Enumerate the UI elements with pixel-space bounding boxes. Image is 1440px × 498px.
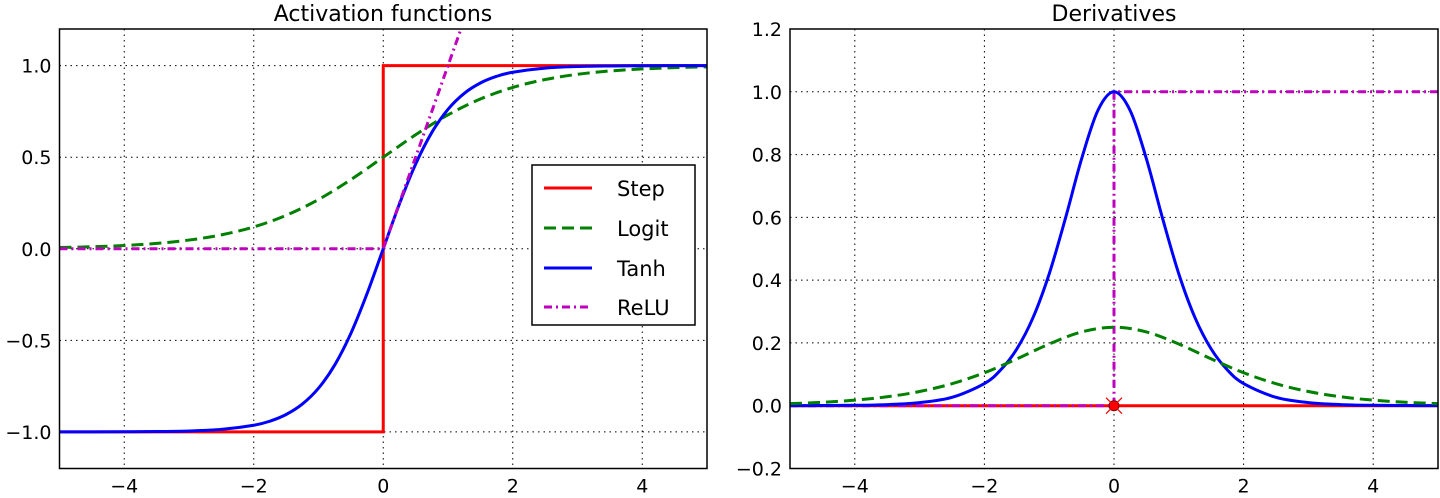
series-group bbox=[790, 90, 1438, 408]
y-tick-label: −0.5 bbox=[5, 330, 51, 352]
x-tick-label: −2 bbox=[240, 476, 268, 495]
x-tick-label: 2 bbox=[1238, 476, 1250, 495]
series-line-tanh bbox=[59, 64, 707, 434]
x-tick-label: −4 bbox=[841, 476, 869, 495]
y-tick-label: 1.0 bbox=[21, 56, 51, 78]
y-tick-label: −0.2 bbox=[736, 459, 782, 481]
axes-frame bbox=[789, 28, 1439, 470]
legend-label-tanh: Tanh bbox=[616, 257, 666, 281]
marker-x bbox=[1105, 397, 1123, 415]
series-line-tanh bbox=[790, 90, 1438, 408]
y-tick-label: 0.4 bbox=[752, 270, 782, 292]
x-tick-label: −4 bbox=[110, 476, 138, 495]
x-tick-label: 4 bbox=[1367, 476, 1379, 495]
derivatives-plot: −4 −2 0 2 4 −0.2 0.0 0.2 0.4 0.6 0.8 1.0 1.2 bbox=[736, 19, 1439, 498]
series-line-logit bbox=[59, 65, 707, 250]
series-group bbox=[59, 29, 707, 434]
x-tick-label: 0 bbox=[377, 476, 389, 495]
y-tick-label: −1.0 bbox=[5, 422, 51, 444]
x-tick-label: 0 bbox=[1108, 476, 1120, 495]
chart-title-derivatives: Derivatives bbox=[1052, 2, 1177, 27]
y-tick-label: 0.5 bbox=[21, 147, 51, 169]
y-tick-label: 0.8 bbox=[752, 145, 782, 167]
x-tick-label: −2 bbox=[970, 476, 998, 495]
series-line-relu bbox=[790, 90, 1438, 408]
y-tick-label: 0.0 bbox=[21, 239, 51, 261]
x-tick-label: 4 bbox=[636, 476, 648, 495]
legend-label-relu: ReLU bbox=[617, 296, 670, 320]
y-tick-label: 1.0 bbox=[752, 82, 782, 104]
y-tick-label: 0.2 bbox=[752, 333, 782, 355]
y-tick-label: 0.0 bbox=[752, 396, 782, 418]
legend-box bbox=[531, 164, 696, 326]
y-tick-label: 0.6 bbox=[752, 207, 782, 229]
legend-label-step: Step bbox=[617, 177, 665, 201]
chart-title-activation: Activation functions bbox=[274, 2, 492, 27]
legend: Step Logit Tanh ReLU bbox=[531, 164, 696, 326]
axes-frame bbox=[58, 28, 708, 470]
x-tick-label: 2 bbox=[507, 476, 519, 495]
y-tick-label: 1.2 bbox=[752, 19, 782, 41]
series-line-logit bbox=[790, 325, 1438, 406]
legend-label-logit: Logit bbox=[617, 217, 669, 241]
